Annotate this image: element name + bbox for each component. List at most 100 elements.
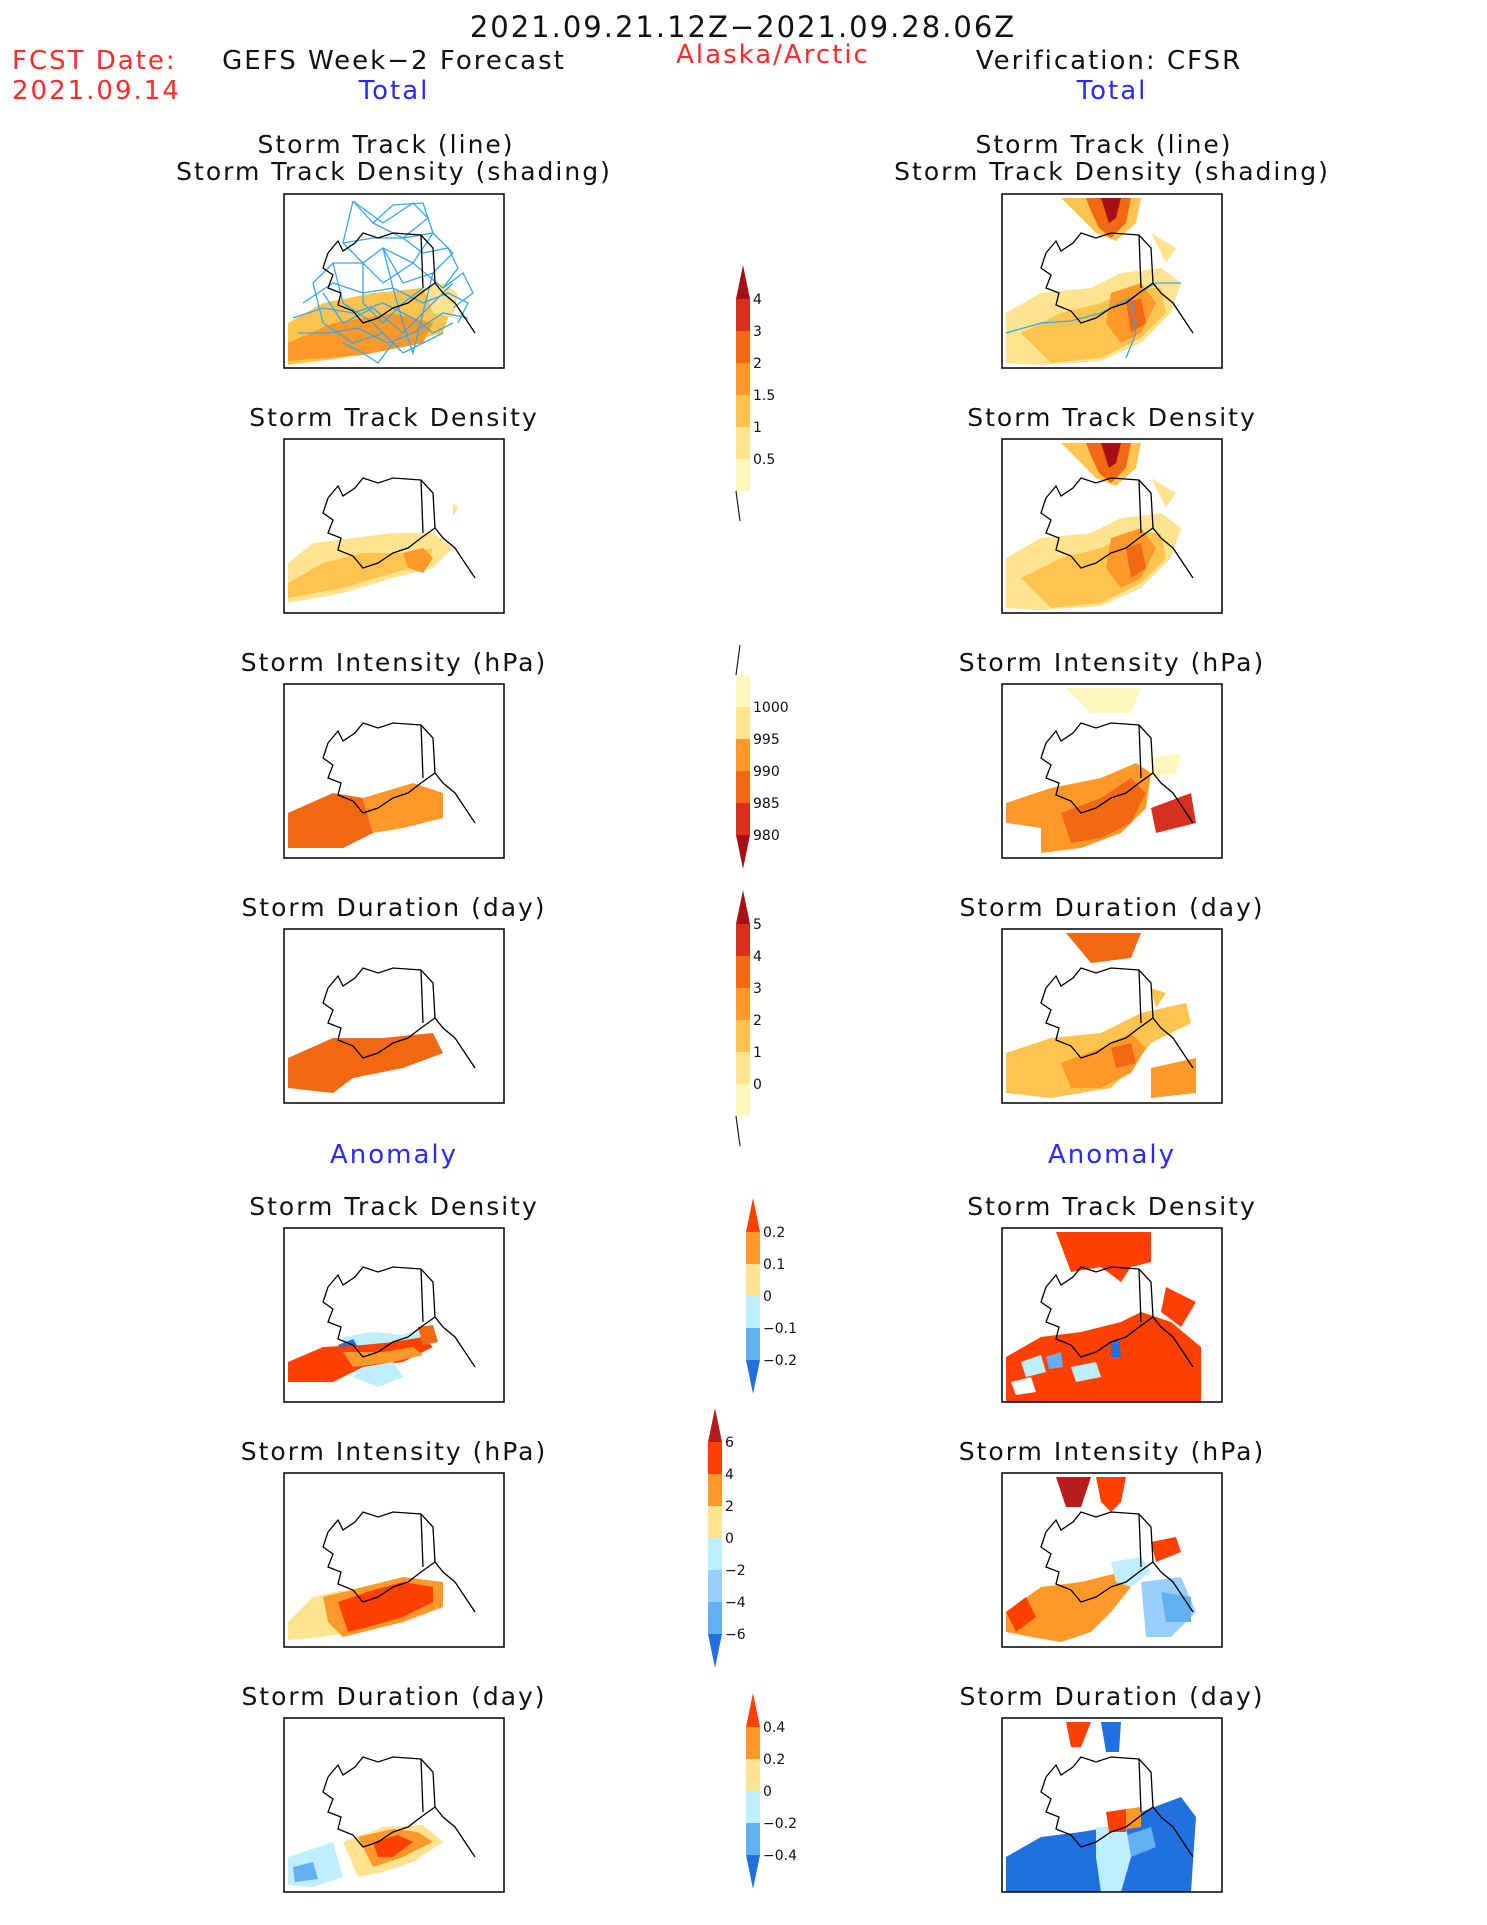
left-track-title-shading: Storm Track Density (shading): [176, 157, 612, 186]
right-total-label: Total: [1076, 76, 1148, 106]
colorbar-cell: [746, 1232, 760, 1264]
right-intensity-title: Storm Intensity (hPa): [958, 648, 1266, 677]
colorbar-label: 0.4: [763, 1720, 785, 1736]
left-anom-duration-title: Storm Duration (day): [241, 1682, 547, 1711]
left-anom-duration-map: [283, 1717, 505, 1893]
left-anom-intensity-title: Storm Intensity (hPa): [240, 1437, 548, 1466]
left-density-title: Storm Track Density: [249, 403, 539, 432]
intensity-anom-colorbar: 6 4 2 0 −2 −4 −6: [708, 1408, 746, 1668]
coastline: [1040, 722, 1194, 824]
left-intensity-title: Storm Intensity (hPa): [240, 648, 548, 677]
colorbar-top-arrow: [736, 265, 750, 299]
colorbar-label: 0: [763, 1289, 772, 1305]
colorbar-cell: [736, 956, 750, 988]
anomaly-shading: [1006, 1722, 1196, 1892]
storm-track-lines: [1005, 282, 1181, 359]
duration-shading: [288, 1033, 443, 1093]
coastline: [1040, 232, 1194, 334]
duration-shading: [1006, 933, 1196, 1098]
colorbar-bottom-arrow: [708, 1634, 722, 1668]
colorbar-cell: [736, 363, 750, 395]
right-anom-density-title: Storm Track Density: [967, 1192, 1257, 1221]
duration-anom-colorbar: 0.4 0.2 0 −0.2 −0.4: [746, 1693, 797, 1889]
colorbar-cell: [708, 1602, 722, 1634]
colorbar-label: −2: [725, 1563, 746, 1579]
colorbar-cell: [736, 924, 750, 956]
left-duration-map: [283, 928, 505, 1104]
colorbar-label: 0.5: [753, 452, 775, 468]
colorbar-label: 4: [753, 292, 762, 308]
colorbar-cell: [736, 331, 750, 363]
colorbar-top-arrow: [736, 890, 750, 924]
duration-total-colorbar: 5 4 3 2 1 0: [735, 890, 762, 1147]
colorbar-label: 1.5: [753, 388, 775, 404]
density-anom-colorbar: 0.2 0.1 0 −0.1 −0.2: [746, 1198, 797, 1394]
colorbar-label: 980: [753, 828, 780, 844]
colorbar-cell: [746, 1791, 760, 1823]
colorbar-cell: [746, 1296, 760, 1328]
fcst-date-label: FCST Date:: [12, 46, 177, 76]
coastline: [322, 1266, 476, 1368]
coastline: [1040, 967, 1194, 1069]
colorbar-bottom-arrow: [746, 1360, 760, 1394]
density-shading: [288, 503, 458, 603]
colorbar-cell: [746, 1759, 760, 1791]
coastline: [1040, 1511, 1194, 1613]
colorbar-label: 3: [753, 981, 762, 997]
colorbar-label: −0.2: [763, 1816, 797, 1832]
colorbar-cell: [736, 771, 750, 803]
colorbar-label: 0.1: [763, 1257, 785, 1273]
density-shading: [1006, 443, 1181, 610]
colorbar-cell: [736, 1052, 750, 1084]
colorbar-cell: [746, 1823, 760, 1855]
colorbar-label: 2: [753, 356, 762, 372]
left-density-map: [283, 438, 505, 614]
colorbar-cell: [708, 1570, 722, 1602]
colorbar-cell: [736, 1020, 750, 1052]
intensity-shading: [288, 783, 443, 848]
colorbar-cell: [736, 707, 750, 739]
colorbar-cell: [736, 459, 750, 491]
colorbar-label: −0.4: [763, 1848, 797, 1864]
coastline: [322, 722, 476, 824]
right-column-title: Verification: CFSR: [975, 46, 1243, 76]
anomaly-shading: [288, 1577, 443, 1640]
colorbar-label: 4: [725, 1467, 734, 1483]
region-label: Alaska/Arctic: [676, 40, 870, 70]
colorbar-label: 5: [753, 917, 762, 933]
anomaly-shading: [288, 1325, 438, 1387]
density-shading: [288, 283, 458, 365]
colorbar-cell: [736, 427, 750, 459]
colorbar-label: 0.2: [763, 1225, 785, 1241]
colorbar-cell: [746, 1727, 760, 1759]
right-density-map: [1001, 438, 1223, 614]
colorbar-tail: [735, 490, 741, 522]
colorbar-label: 0: [725, 1531, 734, 1547]
left-anom-density-map: [283, 1227, 505, 1403]
coastline: [1040, 477, 1194, 579]
right-duration-title: Storm Duration (day): [959, 893, 1265, 922]
colorbar-cell: [746, 1328, 760, 1360]
colorbar-cell: [708, 1442, 722, 1474]
right-anom-intensity-title: Storm Intensity (hPa): [958, 1437, 1266, 1466]
colorbar-label: 1: [753, 420, 762, 436]
left-intensity-map: [283, 683, 505, 859]
colorbar-label: 4: [753, 949, 762, 965]
anomaly-shading: [288, 1825, 443, 1887]
colorbar-cell: [736, 395, 750, 427]
density-total-colorbar: 4 3 2 1.5 1 0.5: [735, 265, 775, 522]
colorbar-tail: [735, 1115, 741, 1147]
colorbar-label: −4: [725, 1595, 746, 1611]
right-density-title: Storm Track Density: [967, 403, 1257, 432]
colorbar-label: 2: [753, 1013, 762, 1029]
anomaly-shading: [1006, 1232, 1201, 1402]
colorbar-cell: [708, 1506, 722, 1538]
right-anom-duration-title: Storm Duration (day): [959, 1682, 1265, 1711]
left-anomaly-label: Anomaly: [329, 1140, 459, 1170]
intensity-total-colorbar: 1000 995 990 985 980: [735, 644, 789, 869]
colorbar-label: 6: [725, 1435, 734, 1451]
colorbar-label: −0.2: [763, 1353, 797, 1369]
colorbar-label: 990: [753, 764, 780, 780]
colorbar-label: 995: [753, 732, 780, 748]
fcst-date-value: 2021.09.14: [12, 76, 181, 106]
